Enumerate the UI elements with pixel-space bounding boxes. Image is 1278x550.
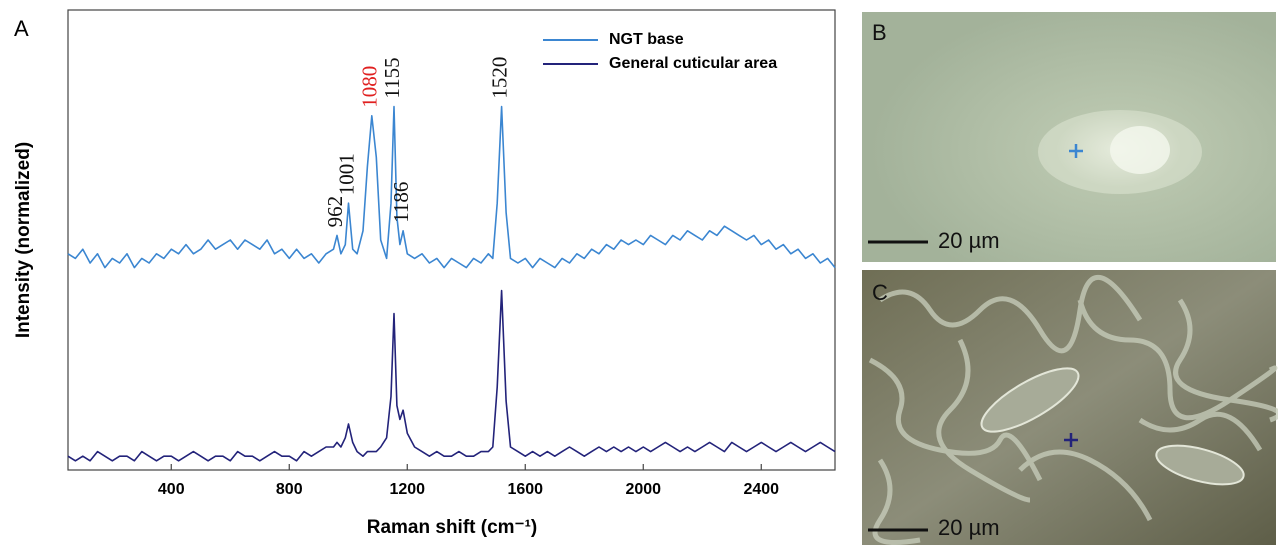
x-axis-label: Raman shift (cm⁻¹) xyxy=(367,517,538,538)
image-c xyxy=(862,270,1276,545)
micrograph-c: 20 µm C xyxy=(862,270,1278,545)
cross-marker xyxy=(1069,144,1083,158)
peak-label: 1186 xyxy=(389,182,413,223)
cell-walls xyxy=(868,275,1278,545)
panel-letter: A xyxy=(14,16,29,41)
series-line xyxy=(67,105,836,269)
peak-label: 962 xyxy=(323,196,347,228)
stoma xyxy=(980,367,1080,433)
peak-label: 1155 xyxy=(380,57,404,98)
x-tick-label: 1200 xyxy=(389,481,425,498)
x-tick-label: 400 xyxy=(158,481,185,498)
panel-letter: B xyxy=(872,20,887,45)
panel-letter: C xyxy=(872,280,888,305)
x-tick-label: 2000 xyxy=(625,481,661,498)
scale-bar-label: 20 µm xyxy=(938,228,1000,253)
trichome-tip xyxy=(1110,126,1170,174)
peak-label: 1520 xyxy=(487,57,511,99)
series-line xyxy=(67,289,836,462)
y-axis-label: Intensity (normalized) xyxy=(13,142,34,338)
x-tick-label: 800 xyxy=(276,481,303,498)
x-tick-label: 1600 xyxy=(507,481,543,498)
x-tick-label: 2400 xyxy=(743,481,779,498)
stoma xyxy=(1155,444,1245,486)
scale-bar-label: 20 µm xyxy=(938,515,1000,540)
legend-label: General cuticular area xyxy=(609,55,777,72)
peak-label: 1080 xyxy=(358,66,382,108)
micrograph-b: 20 µm B xyxy=(862,12,1276,262)
cross-marker xyxy=(1064,433,1078,447)
peak-label: 1001 xyxy=(334,153,358,195)
plot-frame xyxy=(67,9,836,471)
legend-label: NGT base xyxy=(609,31,684,48)
